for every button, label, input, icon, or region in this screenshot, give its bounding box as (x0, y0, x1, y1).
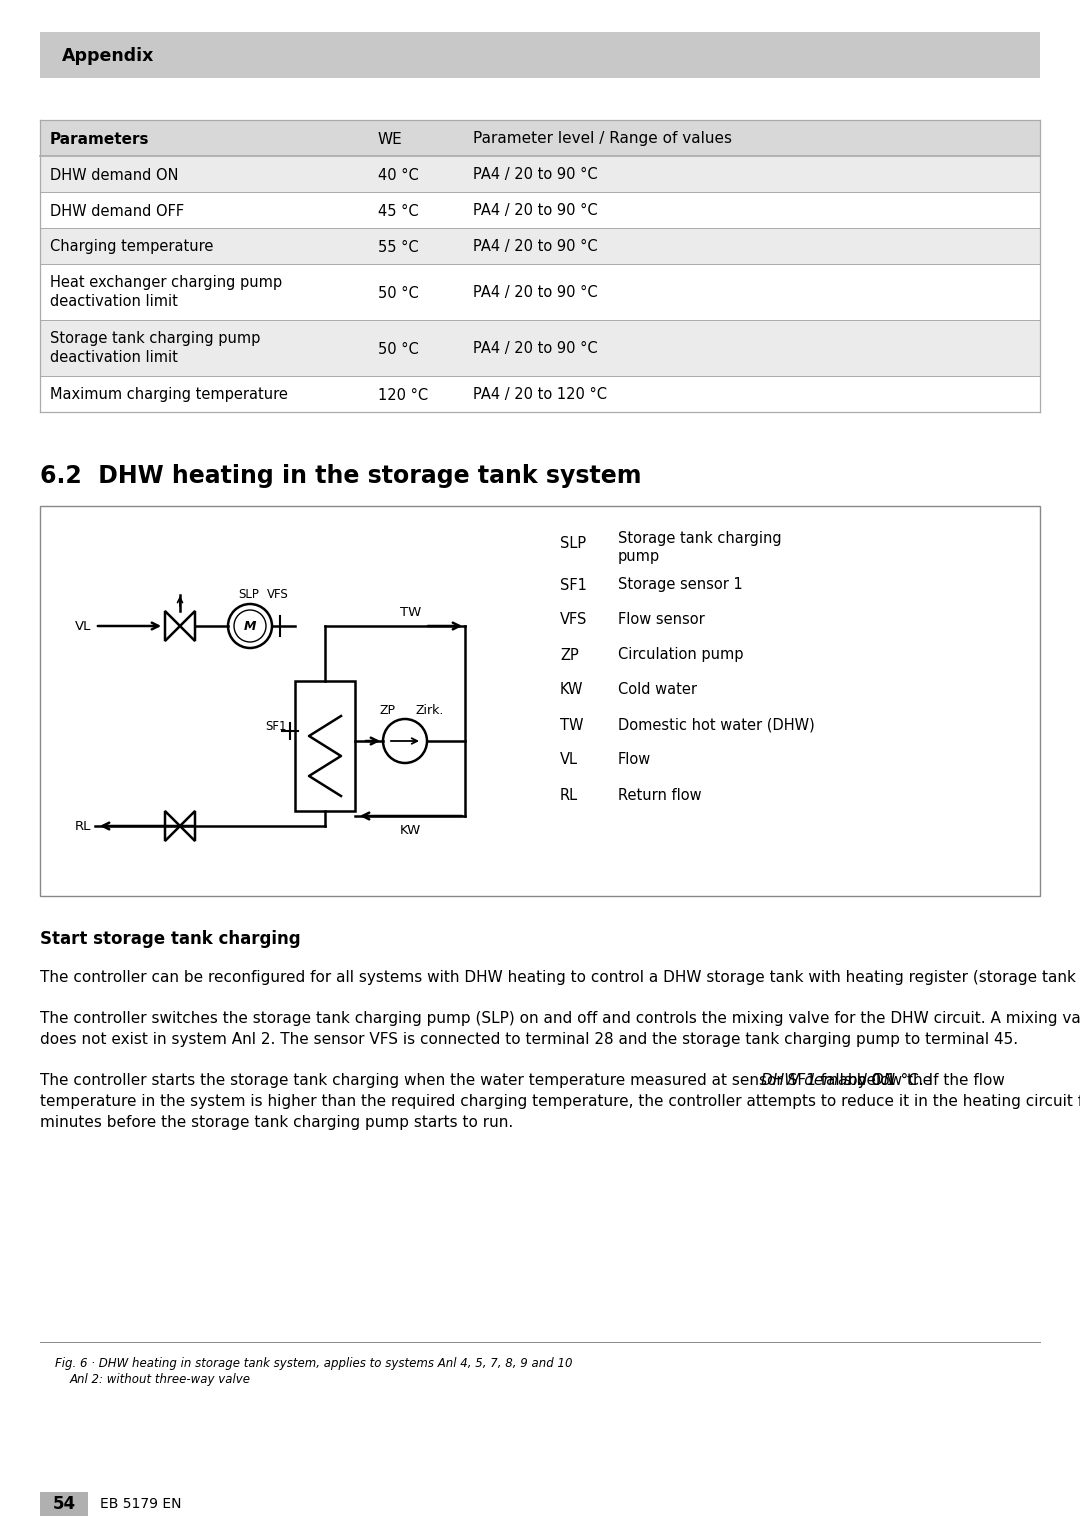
Text: Fig. 6 · DHW heating in storage tank system, applies to systems Anl 4, 5, 7, 8, : Fig. 6 · DHW heating in storage tank sys… (55, 1358, 572, 1370)
Text: PA4 / 20 to 90 °C: PA4 / 20 to 90 °C (473, 168, 597, 182)
Text: Parameters: Parameters (50, 131, 149, 147)
Text: minutes before the storage tank charging pump starts to run.: minutes before the storage tank charging… (40, 1115, 513, 1130)
Text: Heat exchanger charging pump: Heat exchanger charging pump (50, 275, 282, 291)
Text: PA4 / 20 to 90 °C: PA4 / 20 to 90 °C (473, 341, 597, 356)
Bar (40, 506, 1040, 896)
Text: pump: pump (618, 549, 660, 564)
Text: deactivation limit: deactivation limit (50, 350, 178, 365)
Bar (40, 32, 1040, 78)
Text: The controller switches the storage tank charging pump (SLP) on and off and cont: The controller switches the storage tank… (40, 1011, 1080, 1026)
Text: Circulation pump: Circulation pump (618, 647, 743, 662)
Circle shape (228, 604, 272, 648)
Text: RL: RL (561, 787, 578, 803)
Text: Storage tank charging pump: Storage tank charging pump (50, 330, 260, 346)
Circle shape (383, 719, 427, 763)
Bar (295, 680, 355, 810)
Bar (40, 156, 1040, 193)
Text: PA4 / 20 to 90 °C: PA4 / 20 to 90 °C (473, 240, 597, 254)
Text: Zirk.: Zirk. (415, 705, 444, 717)
Text: 54: 54 (53, 1495, 76, 1514)
Polygon shape (180, 810, 195, 841)
Text: 40 °C: 40 °C (378, 168, 419, 182)
Text: DHW demand ON: DHW demand ON (761, 1073, 895, 1089)
Text: Flow sensor: Flow sensor (618, 613, 705, 627)
Text: Appendix: Appendix (62, 47, 154, 66)
Bar (40, 1492, 87, 1515)
Text: Storage tank charging: Storage tank charging (618, 531, 782, 546)
Text: WE: WE (378, 131, 403, 147)
Text: temperature in the system is higher than the required charging temperature, the : temperature in the system is higher than… (40, 1095, 1080, 1109)
Text: KW: KW (400, 824, 421, 836)
Text: Storage sensor 1: Storage sensor 1 (618, 578, 743, 593)
Text: ZP: ZP (380, 705, 396, 717)
Text: PA4 / 20 to 120 °C: PA4 / 20 to 120 °C (473, 387, 607, 402)
Text: VFS: VFS (267, 587, 288, 601)
Text: ZP: ZP (561, 647, 579, 662)
Text: SLP: SLP (561, 537, 586, 552)
Text: Maximum charging temperature: Maximum charging temperature (50, 387, 288, 402)
Text: Domestic hot water (DHW): Domestic hot water (DHW) (618, 717, 814, 732)
Text: Charging temperature: Charging temperature (50, 240, 214, 254)
Text: TW: TW (400, 605, 421, 619)
Text: VFS: VFS (561, 613, 588, 627)
Text: SLP: SLP (238, 587, 259, 601)
Text: The controller starts the storage tank charging when the water temperature measu: The controller starts the storage tank c… (40, 1073, 937, 1089)
Text: SF1: SF1 (265, 720, 286, 732)
Bar (40, 376, 1040, 411)
Text: Parameter level / Range of values: Parameter level / Range of values (473, 131, 732, 147)
Polygon shape (165, 810, 180, 841)
Text: 55 °C: 55 °C (378, 240, 419, 254)
Text: 120 °C: 120 °C (378, 387, 428, 402)
Text: PA4 / 20 to 90 °C: PA4 / 20 to 90 °C (473, 286, 597, 301)
Text: KW: KW (561, 682, 583, 697)
Text: deactivation limit: deactivation limit (50, 294, 178, 309)
Text: M: M (244, 619, 256, 633)
Text: VL: VL (75, 619, 92, 633)
Text: 45 °C: 45 °C (378, 203, 419, 219)
Bar (40, 265, 1040, 320)
Bar (40, 228, 1040, 265)
Text: SF1: SF1 (561, 578, 586, 593)
Text: Return flow: Return flow (618, 787, 702, 803)
Text: Start storage tank charging: Start storage tank charging (40, 930, 300, 948)
Text: 50 °C: 50 °C (378, 341, 419, 356)
Text: does not exist in system Anl 2. The sensor VFS is connected to terminal 28 and t: does not exist in system Anl 2. The sens… (40, 1032, 1018, 1047)
Text: Flow: Flow (618, 752, 651, 768)
Polygon shape (165, 612, 180, 641)
Bar (40, 320, 1040, 376)
Text: by 0.1 °C. If the flow: by 0.1 °C. If the flow (843, 1073, 1005, 1089)
Text: Anl 2: without three-way valve: Anl 2: without three-way valve (70, 1373, 251, 1387)
Text: EB 5179 EN: EB 5179 EN (100, 1497, 181, 1511)
Text: RL: RL (75, 820, 92, 832)
Text: DHW demand ON: DHW demand ON (50, 168, 178, 182)
Text: Cold water: Cold water (618, 682, 697, 697)
Text: The controller can be reconfigured for all systems with DHW heating to control a: The controller can be reconfigured for a… (40, 969, 1080, 985)
Bar (40, 119, 1040, 156)
Polygon shape (180, 612, 195, 641)
Text: DHW demand OFF: DHW demand OFF (50, 203, 184, 219)
Text: TW: TW (561, 717, 583, 732)
Bar (40, 193, 1040, 228)
Text: PA4 / 20 to 90 °C: PA4 / 20 to 90 °C (473, 203, 597, 219)
Text: 50 °C: 50 °C (378, 286, 419, 301)
Text: VL: VL (561, 752, 578, 768)
Text: 6.2  DHW heating in the storage tank system: 6.2 DHW heating in the storage tank syst… (40, 463, 642, 488)
